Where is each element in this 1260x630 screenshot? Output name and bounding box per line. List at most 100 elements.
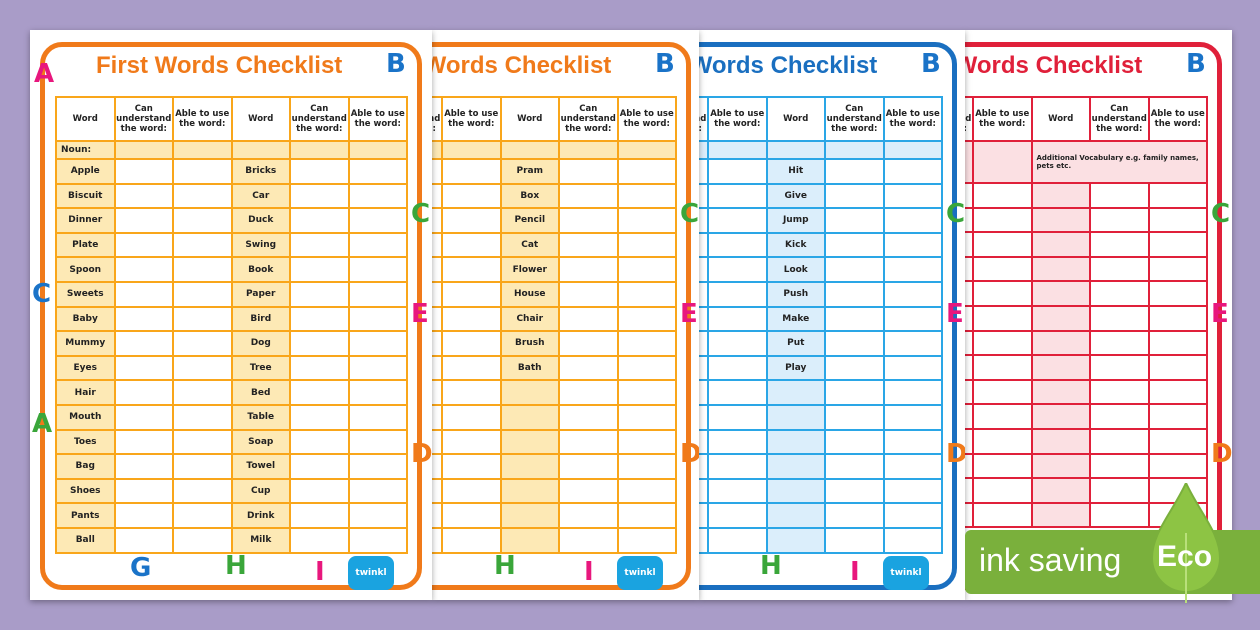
checkbox-cell[interactable]: [824, 158, 885, 185]
checkbox-cell[interactable]: [824, 477, 885, 505]
checkbox-cell[interactable]: [432, 305, 443, 333]
checkbox-cell[interactable]: [441, 280, 502, 308]
checkbox-cell[interactable]: [347, 403, 408, 431]
checkbox-cell[interactable]: [965, 231, 974, 258]
checkbox-cell[interactable]: [558, 280, 619, 308]
checkbox-cell[interactable]: [707, 256, 768, 283]
checkbox-cell[interactable]: [972, 182, 1033, 209]
checkbox-cell[interactable]: [289, 231, 350, 259]
checkbox-cell[interactable]: [289, 379, 350, 406]
checkbox-cell[interactable]: [824, 305, 885, 333]
checkbox-cell[interactable]: [441, 305, 502, 333]
checkbox-cell[interactable]: [113, 403, 174, 431]
checkbox-cell[interactable]: [441, 182, 502, 210]
checkbox-cell[interactable]: [965, 329, 974, 357]
checkbox-cell[interactable]: [432, 231, 443, 259]
checkbox-cell[interactable]: [347, 477, 408, 505]
checkbox-cell[interactable]: [1089, 378, 1150, 406]
checkbox-cell[interactable]: [824, 182, 885, 210]
checkbox-cell[interactable]: [172, 158, 233, 185]
checkbox-cell[interactable]: [699, 428, 709, 456]
checkbox-cell[interactable]: [616, 256, 677, 283]
checkbox-cell[interactable]: [1147, 378, 1208, 406]
checkbox-cell[interactable]: [289, 428, 350, 456]
checkbox-cell[interactable]: [113, 330, 174, 357]
checkbox-cell[interactable]: [616, 428, 677, 456]
checkbox-cell[interactable]: [347, 330, 408, 357]
checkbox-cell[interactable]: [707, 403, 768, 431]
checkbox-cell[interactable]: [441, 502, 502, 529]
checkbox-cell[interactable]: [289, 502, 350, 529]
checkbox-cell[interactable]: [1089, 403, 1150, 430]
checkbox-cell[interactable]: [707, 379, 768, 406]
checkbox-cell[interactable]: [707, 526, 768, 554]
checkbox-cell[interactable]: [972, 280, 1033, 307]
checkbox-cell[interactable]: [824, 526, 885, 554]
checkbox-cell[interactable]: [289, 477, 350, 505]
checkbox-cell[interactable]: [824, 354, 885, 382]
checkbox-cell[interactable]: [824, 379, 885, 406]
checkbox-cell[interactable]: [558, 428, 619, 456]
checkbox-cell[interactable]: [558, 158, 619, 185]
checkbox-cell[interactable]: [699, 158, 709, 185]
checkbox-cell[interactable]: [707, 305, 768, 333]
checkbox-cell[interactable]: [824, 502, 885, 529]
checkbox-cell[interactable]: [824, 428, 885, 456]
checkbox-cell[interactable]: [707, 158, 768, 185]
checkbox-cell[interactable]: [558, 502, 619, 529]
checkbox-cell[interactable]: [172, 453, 233, 480]
checkbox-cell[interactable]: [113, 207, 174, 234]
checkbox-cell[interactable]: [347, 231, 408, 259]
checkbox-cell[interactable]: [707, 231, 768, 259]
checkbox-cell[interactable]: [707, 330, 768, 357]
checkbox-cell[interactable]: [1147, 182, 1208, 209]
checkbox-cell[interactable]: [1089, 452, 1150, 480]
checkbox-cell[interactable]: [172, 231, 233, 259]
checkbox-cell[interactable]: [882, 477, 943, 505]
checkbox-cell[interactable]: [432, 526, 443, 554]
checkbox-cell[interactable]: [113, 256, 174, 283]
checkbox-cell[interactable]: [1089, 477, 1150, 504]
checkbox-cell[interactable]: [616, 379, 677, 406]
checkbox-cell[interactable]: [699, 526, 709, 554]
checkbox-cell[interactable]: [707, 280, 768, 308]
checkbox-cell[interactable]: [882, 453, 943, 480]
checkbox-cell[interactable]: [558, 403, 619, 431]
checkbox-cell[interactable]: [432, 379, 443, 406]
checkbox-cell[interactable]: [347, 526, 408, 554]
checkbox-cell[interactable]: [432, 502, 443, 529]
checkbox-cell[interactable]: [616, 231, 677, 259]
checkbox-cell[interactable]: [558, 526, 619, 554]
checkbox-cell[interactable]: [972, 329, 1033, 357]
checkbox-cell[interactable]: [972, 403, 1033, 430]
checkbox-cell[interactable]: [172, 354, 233, 382]
checkbox-cell[interactable]: [172, 477, 233, 505]
checkbox-cell[interactable]: [347, 305, 408, 333]
checkbox-cell[interactable]: [616, 158, 677, 185]
checkbox-cell[interactable]: [972, 206, 1033, 234]
checkbox-cell[interactable]: [432, 330, 443, 357]
checkbox-cell[interactable]: [113, 182, 174, 210]
checkbox-cell[interactable]: [289, 207, 350, 234]
checkbox-cell[interactable]: [1089, 354, 1150, 381]
checkbox-cell[interactable]: [965, 501, 974, 529]
checkbox-cell[interactable]: [972, 427, 1033, 455]
checkbox-cell[interactable]: [113, 305, 174, 333]
checkbox-cell[interactable]: [441, 379, 502, 406]
checkbox-cell[interactable]: [1089, 206, 1150, 234]
checkbox-cell[interactable]: [347, 280, 408, 308]
checkbox-cell[interactable]: [707, 207, 768, 234]
checkbox-cell[interactable]: [882, 526, 943, 554]
checkbox-cell[interactable]: [289, 256, 350, 283]
checkbox-cell[interactable]: [699, 231, 709, 259]
checkbox-cell[interactable]: [347, 182, 408, 210]
checkbox-cell[interactable]: [441, 158, 502, 185]
checkbox-cell[interactable]: [882, 403, 943, 431]
checkbox-cell[interactable]: [289, 403, 350, 431]
checkbox-cell[interactable]: [172, 182, 233, 210]
checkbox-cell[interactable]: [441, 477, 502, 505]
checkbox-cell[interactable]: [289, 526, 350, 554]
checkbox-cell[interactable]: [972, 231, 1033, 258]
checkbox-cell[interactable]: [972, 501, 1033, 529]
checkbox-cell[interactable]: [972, 354, 1033, 381]
